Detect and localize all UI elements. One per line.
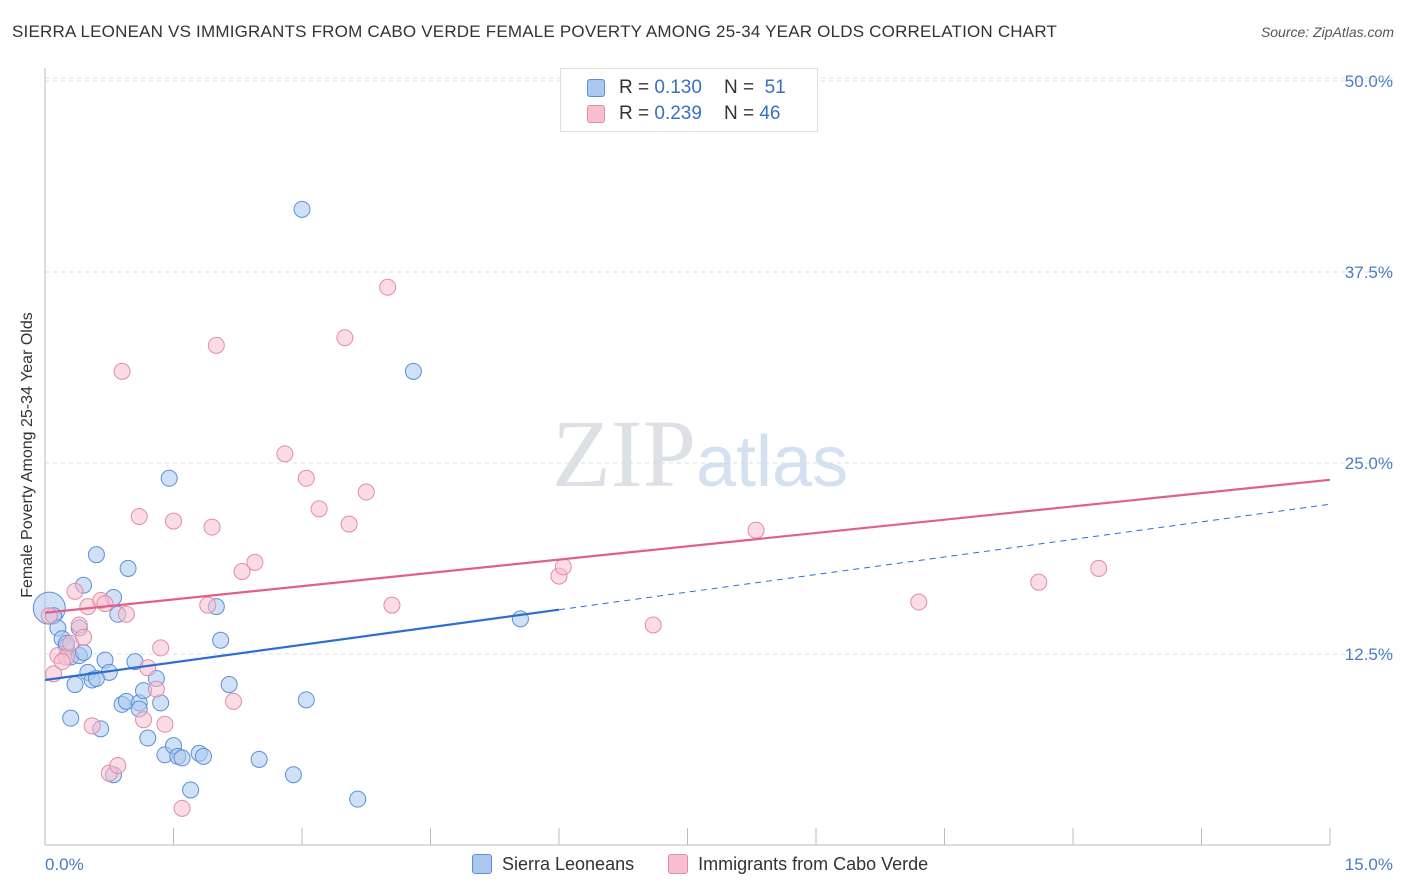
legend-n-value: 46 [759, 103, 781, 124]
point-blue [220, 676, 238, 694]
point-pink [340, 515, 358, 533]
legend-swatch-pink [668, 854, 689, 874]
point-pink [113, 362, 131, 380]
point-pink [276, 445, 294, 463]
point-pink [135, 711, 153, 729]
y-tick-label: 12.5% [1345, 645, 1393, 664]
point-blue [62, 709, 80, 727]
point-pink [203, 518, 221, 536]
legend-r-value: 0.239 [654, 103, 702, 124]
legend-swatch-pink [587, 105, 605, 123]
point-pink [199, 596, 217, 614]
legend-r-label: R = [619, 103, 650, 124]
y-tick-label: 25.0% [1345, 454, 1393, 473]
source-credit: Source: ZipAtlas.com [1260, 24, 1394, 40]
point-pink [173, 799, 191, 817]
trendline-extension-blue [558, 503, 1331, 611]
legend-label-sierra-leoneans: Sierra Leoneans [502, 853, 635, 874]
x-tick-label-min: 0.0% [45, 855, 84, 874]
y-tick-label: 37.5% [1345, 263, 1393, 282]
legend-n-label: N = [723, 77, 755, 98]
point-pink [152, 639, 170, 657]
point-pink [383, 596, 401, 614]
point-pink [66, 582, 84, 600]
point-blue [404, 362, 422, 380]
point-pink [336, 329, 354, 347]
series-legend: Sierra Leoneans Immigrants from Cabo Ver… [472, 852, 962, 876]
point-pink [165, 512, 182, 530]
point-pink [554, 558, 572, 576]
point-blue [66, 676, 84, 694]
legend-item-cabo-verde: Immigrants from Cabo Verde [668, 854, 928, 875]
x-tick-label-max: 15.0% [1345, 855, 1393, 874]
point-pink [910, 593, 928, 611]
point-pink [147, 680, 165, 698]
point-blue [160, 469, 178, 487]
legend-swatch-blue [472, 854, 492, 874]
point-pink [117, 605, 135, 623]
legend-n-label: N = [723, 103, 755, 124]
point-pink [109, 757, 127, 775]
point-pink [747, 521, 765, 539]
point-blue [293, 200, 311, 218]
point-blue [297, 691, 315, 709]
watermark: ZIPatlas [552, 398, 848, 509]
legend-row-cabo-verde: R = 0.239 N = 46 [587, 103, 780, 125]
point-pink [224, 692, 242, 710]
point-pink [644, 616, 662, 634]
trendline-pink [44, 478, 1331, 614]
point-pink [207, 336, 225, 354]
point-pink [130, 507, 148, 525]
point-blue [119, 559, 137, 577]
point-pink [53, 653, 71, 671]
point-blue [212, 631, 230, 649]
legend-item-sierra-leoneans: Sierra Leoneans [472, 854, 634, 875]
trendline-blue [44, 608, 560, 682]
chart-title: SIERRA LEONEAN VS IMMIGRANTS FROM CABO V… [12, 22, 1058, 41]
point-pink [1030, 573, 1048, 591]
point-pink [96, 595, 114, 613]
point-pink [156, 715, 174, 733]
stats-legend: R = 0.130 N = 51 R = 0.239 N = 46 [560, 68, 818, 132]
point-blue [87, 546, 105, 564]
point-pink [83, 717, 101, 735]
point-pink [357, 483, 375, 501]
point-pink [40, 607, 58, 625]
point-pink [379, 278, 397, 296]
legend-r-label: R = [619, 77, 650, 98]
point-blue [139, 729, 157, 747]
point-blue [182, 781, 200, 799]
legend-r-value: 0.130 [654, 77, 702, 98]
point-pink [233, 562, 251, 580]
point-blue [250, 750, 268, 768]
watermark-zip: ZIP [552, 400, 696, 507]
point-blue [173, 749, 191, 767]
point-pink [246, 553, 264, 571]
point-blue [284, 766, 302, 784]
legend-label-cabo-verde: Immigrants from Cabo Verde [698, 853, 929, 874]
legend-swatch-blue [587, 79, 605, 97]
legend-n-value: 51 [764, 77, 786, 98]
watermark-atlas: atlas [696, 422, 849, 502]
point-pink [75, 628, 93, 646]
legend-row-sierra-leoneans: R = 0.130 N = 51 [587, 77, 786, 99]
point-pink [310, 500, 328, 518]
y-tick-label: 50.0% [1345, 72, 1393, 91]
point-blue [194, 747, 212, 765]
point-pink [297, 469, 315, 487]
point-pink [1090, 559, 1108, 577]
point-blue [349, 790, 367, 808]
